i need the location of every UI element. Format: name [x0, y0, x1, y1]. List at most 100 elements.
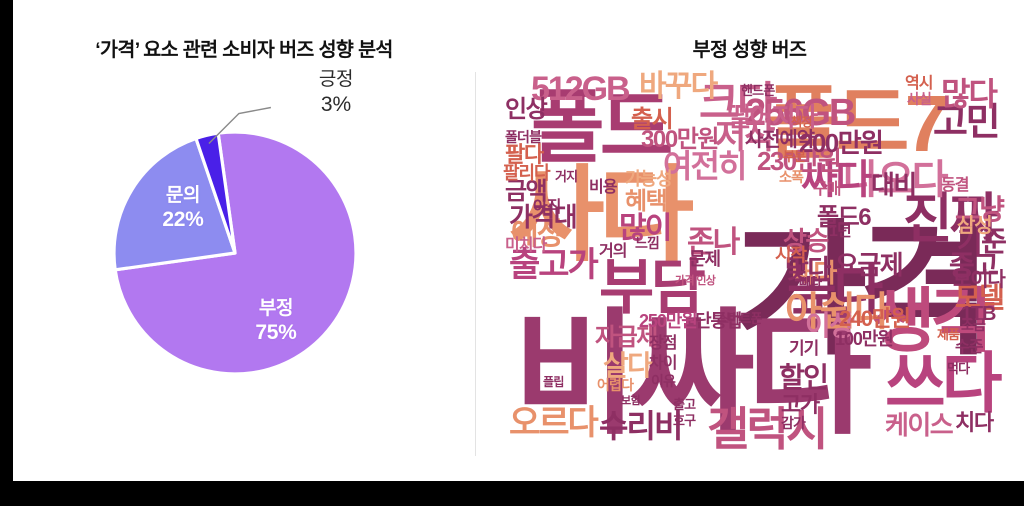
- wordcloud-word[interactable]: 256GB: [745, 92, 856, 134]
- wordcloud-word[interactable]: 아직: [533, 199, 561, 216]
- wordcloud-word[interactable]: 많다: [941, 76, 998, 112]
- wordcloud-word[interactable]: 많이: [619, 212, 672, 245]
- wordcloud-word[interactable]: 팔다: [505, 142, 544, 167]
- wordcloud-word[interactable]: 예상: [511, 218, 564, 251]
- wordcloud-word[interactable]: 300만원: [641, 126, 719, 153]
- wordcloud-word[interactable]: 폴드6: [817, 204, 872, 231]
- wordcloud-word[interactable]: 소폭: [779, 169, 804, 185]
- wordcloud-word[interactable]: 요금제: [835, 250, 904, 280]
- wordcloud-word[interactable]: 구매: [813, 181, 841, 198]
- wordcloud-word[interactable]: 플립: [543, 375, 564, 389]
- wordcloud-word[interactable]: 금액: [505, 178, 548, 205]
- pie-slice-문의[interactable]: [112, 136, 237, 272]
- wordcloud-word[interactable]: 삼성: [957, 215, 993, 237]
- wordcloud-word[interactable]: 대비: [871, 170, 917, 200]
- wordcloud-word[interactable]: 250만원: [639, 311, 698, 331]
- wordcloud-word[interactable]: 출고가: [509, 246, 599, 284]
- wordcloud-word[interactable]: 부분: [783, 149, 806, 164]
- wordcloud-word[interactable]: 핸드폰: [741, 83, 775, 98]
- wordcloud-word[interactable]: 사실: [907, 91, 932, 107]
- wordcloud-word[interactable]: 1년: [829, 223, 852, 240]
- wordcloud-word[interactable]: 혜택: [625, 188, 668, 215]
- wordcloud-word[interactable]: 폴드7: [767, 79, 949, 168]
- wordcloud-word[interactable]: 진짜: [903, 189, 999, 249]
- wordcloud-word[interactable]: 가격: [733, 209, 993, 372]
- wordcloud-word[interactable]: 오르다: [509, 404, 599, 442]
- wordcloud-word[interactable]: 갤럭시: [707, 403, 828, 455]
- wordcloud-word[interactable]: 고가: [781, 392, 820, 417]
- wordcloud-word[interactable]: 거의: [599, 243, 627, 260]
- wordcloud-word[interactable]: 고민: [933, 102, 1001, 144]
- wordcloud-word[interactable]: 부담: [599, 254, 706, 321]
- wordcloud-word[interactable]: 시작: [775, 245, 807, 265]
- wordcloud-word[interactable]: 제품: [937, 327, 960, 342]
- wordcloud-word[interactable]: 단통법: [695, 311, 743, 331]
- wordcloud-word[interactable]: 사전예약: [745, 129, 815, 151]
- wordcloud-word[interactable]: 감가: [781, 415, 806, 431]
- wordcloud-word[interactable]: 쓰다: [885, 346, 1002, 420]
- wordcloud-word[interactable]: 싸다: [801, 158, 872, 202]
- wordcloud-word[interactable]: 떨어지다: [727, 102, 818, 132]
- wordcloud-word[interactable]: 상승: [783, 226, 829, 256]
- wordcloud-word[interactable]: 200만원: [799, 128, 884, 158]
- wordcloud-word[interactable]: 높다: [787, 261, 883, 321]
- wordcloud-word[interactable]: 미치다: [505, 237, 547, 254]
- wordcloud-word[interactable]: 나오다: [843, 158, 949, 202]
- wordcloud-word[interactable]: 보이다: [953, 269, 1006, 291]
- wordcloud-word[interactable]: 팔리다: [503, 163, 551, 183]
- wordcloud-word[interactable]: 동결: [941, 177, 969, 194]
- wordcloud-word[interactable]: 장점: [649, 335, 677, 352]
- wordcloud-word[interactable]: 이유: [651, 373, 676, 389]
- wordcloud-word[interactable]: 생각: [871, 282, 996, 360]
- wordcloud-word[interactable]: 먹다: [947, 361, 970, 376]
- wordcloud-word[interactable]: 내다: [791, 258, 837, 288]
- wordcloud-word[interactable]: 차이: [649, 355, 677, 372]
- wordcloud-word[interactable]: 책정: [791, 115, 812, 129]
- wordcloud-word[interactable]: 기준: [957, 226, 1007, 257]
- wordcloud-word[interactable]: 230만원: [757, 146, 842, 176]
- wordcloud-word[interactable]: 240만원: [839, 306, 911, 331]
- wordcloud-word[interactable]: 출고: [673, 397, 696, 412]
- wordcloud-word[interactable]: 저작: [715, 118, 776, 156]
- wordcloud-word[interactable]: 크다: [699, 79, 777, 128]
- wordcloud-word[interactable]: 가격 인상: [675, 275, 716, 287]
- wordcloud-word[interactable]: 자급제: [595, 324, 658, 351]
- wordcloud-word[interactable]: 스마트폰: [717, 311, 763, 326]
- wordcloud-word[interactable]: 100만원: [835, 329, 894, 349]
- wordcloud-word[interactable]: 중고: [949, 250, 999, 281]
- wordcloud-word[interactable]: 여전히: [663, 148, 747, 184]
- wordcloud-word[interactable]: 가능성: [625, 169, 673, 189]
- wordcloud-word[interactable]: 치다: [955, 410, 994, 435]
- wordcloud-word[interactable]: 가격대: [509, 202, 578, 232]
- wordcloud-word[interactable]: 존나: [687, 226, 740, 259]
- wordcloud-word[interactable]: 수준: [955, 339, 983, 356]
- wordcloud-word[interactable]: 빼다: [799, 275, 822, 290]
- wordcloud-word[interactable]: 할인: [779, 362, 829, 393]
- wordcloud-word[interactable]: 보험: [621, 395, 641, 407]
- wordcloud-word[interactable]: 거지: [555, 169, 578, 184]
- wordcloud-word[interactable]: 기기: [789, 339, 819, 358]
- wordcloud-word[interactable]: 수리비: [599, 408, 683, 444]
- wordcloud-word[interactable]: 그냥: [955, 194, 1005, 225]
- wordcloud-word[interactable]: 어렵다: [597, 377, 634, 393]
- wordcloud-word[interactable]: 문제: [689, 249, 721, 269]
- wordcloud-word[interactable]: 맞다: [785, 254, 831, 284]
- wordcloud-word[interactable]: 호구: [673, 413, 696, 428]
- wordcloud-word[interactable]: 폴드: [531, 83, 673, 172]
- wordcloud-word[interactable]: 사다: [509, 158, 694, 274]
- wordcloud-word[interactable]: 비용: [589, 179, 617, 196]
- wordcloud-word[interactable]: 이상: [805, 310, 855, 341]
- wordcloud-word[interactable]: 아쉽다: [785, 290, 891, 334]
- wordcloud-word[interactable]: 인상: [505, 96, 548, 123]
- wordcloud-word[interactable]: 조금: [961, 317, 986, 333]
- wordcloud-word[interactable]: 비싸다: [513, 298, 872, 450]
- wordcloud-word[interactable]: 느낌: [635, 235, 660, 251]
- pie-slice-긍정[interactable]: [194, 131, 237, 255]
- wordcloud-word[interactable]: 모델: [955, 282, 1005, 313]
- wordcloud-word[interactable]: 역시: [905, 75, 933, 92]
- wordcloud-word[interactable]: 512GB: [531, 70, 631, 108]
- wordcloud-word[interactable]: 살다: [603, 350, 653, 381]
- wordcloud-word[interactable]: 폴더블: [505, 129, 542, 145]
- wordcloud-word[interactable]: 출시: [631, 106, 674, 133]
- wordcloud-word[interactable]: 1TB: [961, 303, 996, 325]
